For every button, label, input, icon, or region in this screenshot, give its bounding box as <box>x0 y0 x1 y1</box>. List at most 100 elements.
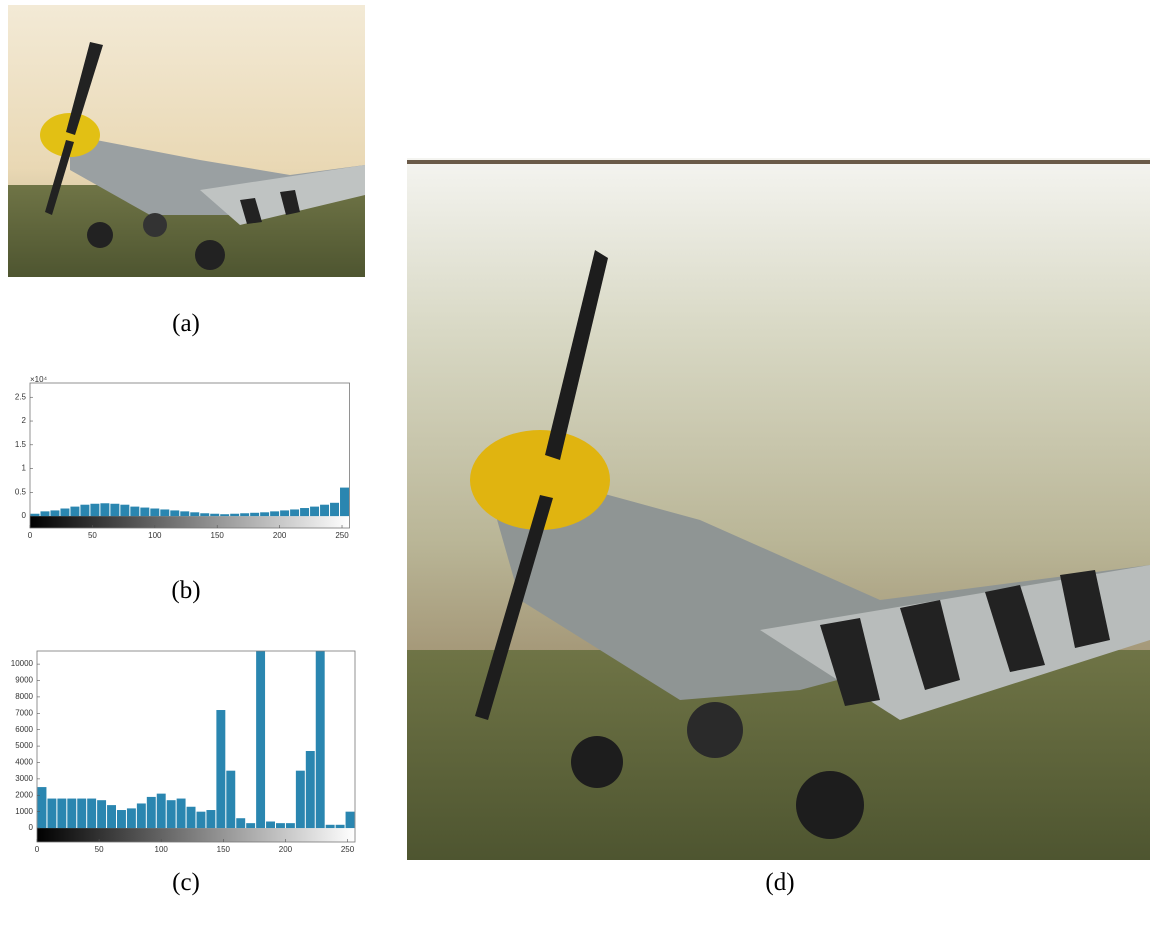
bar <box>206 810 215 828</box>
bar <box>97 800 106 828</box>
y-tick-label: 10000 <box>11 659 34 668</box>
x-tick-label: 150 <box>217 845 231 854</box>
bar <box>160 509 169 516</box>
bar <box>38 787 47 828</box>
y-tick-label: 2000 <box>15 790 33 799</box>
y-tick-label: 0.5 <box>15 487 27 496</box>
bar <box>190 512 199 516</box>
bar <box>31 514 40 516</box>
photo-a <box>8 5 365 277</box>
x-tick-label: 100 <box>155 845 169 854</box>
panel-label: (a) <box>172 310 200 337</box>
y-tick-label: 3000 <box>15 774 33 783</box>
bar <box>87 799 96 829</box>
bar <box>100 503 109 516</box>
bar <box>130 507 139 517</box>
y-tick-label: 8000 <box>15 692 33 701</box>
bar <box>180 511 189 516</box>
y-tick-label: 6000 <box>15 725 33 734</box>
bar <box>80 505 89 516</box>
x-tick-label: 0 <box>35 845 40 854</box>
bar <box>300 508 309 516</box>
bar <box>117 810 126 828</box>
x-tick-label: 0 <box>28 531 33 540</box>
bar <box>276 823 285 828</box>
bar <box>57 799 66 829</box>
bar <box>310 507 319 517</box>
bar <box>316 651 325 828</box>
bar <box>50 510 59 516</box>
bar <box>230 514 239 516</box>
bar <box>306 751 315 828</box>
panel-label: (b) <box>171 577 200 604</box>
bar <box>280 510 289 516</box>
bar <box>140 508 149 517</box>
bar <box>296 771 305 828</box>
y-tick-label: 9000 <box>15 676 33 685</box>
bar <box>236 818 245 828</box>
bar <box>226 771 235 828</box>
bar <box>67 799 76 829</box>
bar <box>210 514 219 516</box>
bar <box>346 812 355 828</box>
y-tick-label: 7000 <box>15 708 33 717</box>
bar <box>270 511 279 516</box>
bar <box>60 509 69 517</box>
bar <box>110 504 119 516</box>
bar <box>326 825 335 828</box>
y-tick-label: 2.5 <box>15 392 27 401</box>
x-tick-label: 50 <box>88 531 97 540</box>
bar <box>330 503 339 516</box>
bar <box>256 651 265 828</box>
y-tick-label: 0 <box>29 823 34 832</box>
bar <box>127 808 136 828</box>
y-tick-label: 1.5 <box>15 440 27 449</box>
colorbar <box>37 828 355 842</box>
bar <box>150 509 159 517</box>
bar <box>290 509 299 516</box>
y-tick-label: 1000 <box>15 807 33 816</box>
photo-d <box>407 158 1150 860</box>
panel-label: (c) <box>172 869 200 896</box>
bar <box>286 823 295 828</box>
bar <box>220 514 229 516</box>
bar <box>157 794 166 828</box>
bar <box>197 812 206 828</box>
plot-area <box>30 383 350 528</box>
y-tick-label: 4000 <box>15 758 33 767</box>
bar <box>320 505 329 516</box>
colorbar <box>30 516 350 528</box>
bar <box>107 805 116 828</box>
bar <box>200 513 209 516</box>
y-tick-label: 0 <box>22 511 27 520</box>
bar <box>340 488 349 517</box>
y-exponent: ×10⁴ <box>30 375 48 384</box>
bar <box>120 505 129 516</box>
x-tick-label: 200 <box>279 845 293 854</box>
bar <box>90 504 99 516</box>
bar <box>260 512 269 516</box>
x-tick-label: 200 <box>273 531 287 540</box>
bar <box>47 799 56 829</box>
bar <box>250 513 259 516</box>
x-tick-label: 100 <box>148 531 162 540</box>
x-tick-label: 250 <box>341 845 355 854</box>
panel-label: (d) <box>765 869 794 896</box>
bar <box>177 799 186 829</box>
y-tick-label: 1 <box>22 464 27 473</box>
bar <box>137 803 146 828</box>
bar <box>187 807 196 828</box>
y-tick-label: 2 <box>22 416 27 425</box>
y-tick-label: 5000 <box>15 741 33 750</box>
figure: (a) (b) (c) (d) 0 0.5 1 1.5 2 2.5 0 50 100 150 200… <box>0 0 1150 927</box>
bar <box>216 710 225 828</box>
bar <box>70 507 79 517</box>
page: {"panel_labels": {"a": "(a)", "b": "(b)"… <box>0 0 1150 927</box>
bar <box>77 799 86 829</box>
bar <box>246 823 255 828</box>
x-tick-label: 50 <box>95 845 104 854</box>
x-tick-label: 250 <box>335 531 349 540</box>
bar <box>240 513 249 516</box>
bar <box>170 510 179 516</box>
bar <box>40 511 49 516</box>
